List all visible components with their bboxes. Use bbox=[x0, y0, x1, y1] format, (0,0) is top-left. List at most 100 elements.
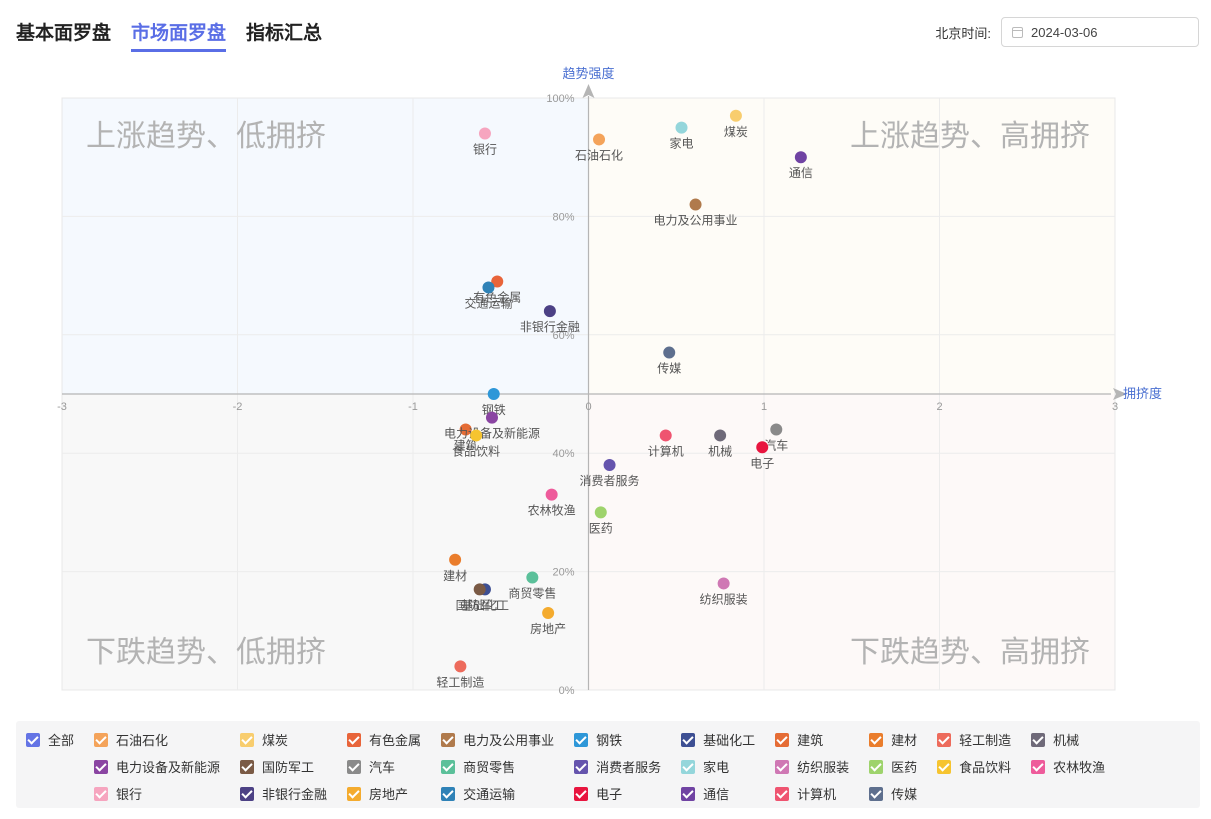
data-point bbox=[485, 411, 498, 424]
legend-item-label: 消费者服务 bbox=[596, 760, 662, 775]
legend-item-label: 食品饮料 bbox=[959, 760, 1012, 775]
checkbox-checked-icon bbox=[94, 732, 109, 747]
legend-item[interactable]: 消费者服务 bbox=[574, 753, 661, 780]
data-point bbox=[543, 305, 556, 318]
data-point-label: 食品饮料 bbox=[452, 443, 500, 458]
data-point bbox=[729, 109, 742, 122]
legend-item-label: 汽车 bbox=[369, 760, 396, 775]
checkbox-checked-icon bbox=[347, 759, 362, 774]
legend-item[interactable]: 传媒 bbox=[869, 780, 917, 807]
data-point-label: 电子 bbox=[750, 456, 774, 470]
legend-item[interactable]: 国防军工 bbox=[240, 753, 327, 780]
compass-tabs: 基本面罗盘 市场面罗盘 指标汇总 bbox=[16, 18, 322, 52]
data-point bbox=[473, 583, 486, 596]
legend-item-label: 家电 bbox=[703, 760, 730, 775]
checkbox-checked-icon bbox=[681, 786, 696, 801]
legend-item-label: 建材 bbox=[891, 733, 918, 748]
data-point-label: 医药 bbox=[589, 521, 613, 535]
date-input[interactable]: 2024-03-06 bbox=[1001, 17, 1199, 47]
legend-item-label: 计算机 bbox=[797, 787, 837, 802]
quadrant-label-bottom-right: 下跌趋势、高拥挤 bbox=[850, 636, 1090, 669]
legend-item[interactable]: 煤炭 bbox=[240, 726, 327, 753]
data-point-label: 农林牧渔 bbox=[528, 504, 576, 518]
legend-item-label: 电子 bbox=[596, 787, 623, 802]
x-axis-arrow bbox=[1113, 388, 1127, 400]
legend-item[interactable]: 家电 bbox=[681, 753, 755, 780]
legend-item[interactable]: 电力及公用事业 bbox=[441, 726, 554, 753]
legend-item[interactable]: 有色金属 bbox=[347, 726, 421, 753]
legend-item-label: 纺织服装 bbox=[797, 760, 850, 775]
quadrant-label-bottom-left: 下跌趋势、低拥挤 bbox=[86, 636, 326, 669]
data-point-label: 基础化工 bbox=[461, 598, 509, 612]
legend-item[interactable]: 轻工制造 bbox=[937, 726, 1011, 753]
legend-item[interactable]: 电力设备及新能源 bbox=[94, 753, 220, 780]
legend-item[interactable]: 汽车 bbox=[347, 753, 421, 780]
calendar-icon bbox=[1012, 26, 1023, 38]
checkbox-checked-icon bbox=[937, 759, 952, 774]
legend-item[interactable]: 纺织服装 bbox=[775, 753, 849, 780]
legend-item[interactable]: 建筑 bbox=[775, 726, 849, 753]
data-point-label: 家电 bbox=[670, 136, 694, 151]
legend-item[interactable]: 商贸零售 bbox=[441, 753, 554, 780]
y-axis-arrow bbox=[582, 84, 595, 98]
legend-item-label: 非银行金融 bbox=[262, 787, 328, 802]
checkbox-checked-icon bbox=[775, 732, 790, 747]
legend-item[interactable]: 计算机 bbox=[775, 780, 849, 807]
legend-item[interactable]: 银行 bbox=[94, 780, 220, 807]
data-point-label: 商贸零售 bbox=[508, 586, 556, 601]
legend-item[interactable]: 医药 bbox=[869, 753, 917, 780]
legend-item-all[interactable]: 全部 bbox=[26, 726, 74, 753]
quadrant-bottom-right bbox=[588, 394, 1115, 690]
y-axis-title: 趋势强度 bbox=[562, 66, 614, 81]
y-tick-label: 80% bbox=[552, 211, 574, 223]
checkbox-checked-icon bbox=[240, 732, 255, 747]
tab-fundamental-compass[interactable]: 基本面罗盘 bbox=[16, 23, 112, 44]
data-point-label: 有色金属 bbox=[473, 290, 521, 305]
data-point-label: 机械 bbox=[708, 443, 732, 458]
legend-item[interactable]: 农林牧渔 bbox=[1031, 753, 1105, 780]
checkbox-checked-icon bbox=[574, 786, 589, 801]
legend-item-label: 商贸零售 bbox=[463, 760, 516, 775]
legend-item-label: 建筑 bbox=[797, 733, 824, 748]
legend-item-label: 基础化工 bbox=[703, 733, 756, 748]
checkbox-checked-icon bbox=[94, 786, 109, 801]
tab-indicator-summary[interactable]: 指标汇总 bbox=[246, 23, 323, 44]
legend-item[interactable]: 交通运输 bbox=[441, 780, 554, 807]
checkbox-checked-icon bbox=[1031, 732, 1046, 747]
checkbox-checked-icon bbox=[240, 759, 255, 774]
data-point-label: 计算机 bbox=[648, 443, 684, 458]
data-point-label: 电力设备及新能源 bbox=[444, 426, 540, 441]
checkbox-checked-icon bbox=[347, 732, 362, 747]
legend-item[interactable]: 机械 bbox=[1031, 726, 1105, 753]
legend-item-label: 轻工制造 bbox=[959, 733, 1012, 748]
legend-item[interactable]: 食品饮料 bbox=[937, 753, 1011, 780]
data-point-label: 轻工制造 bbox=[436, 675, 484, 689]
y-tick-label: 100% bbox=[546, 93, 574, 105]
legend-item-label: 全部 bbox=[48, 733, 75, 748]
legend-item[interactable]: 基础化工 bbox=[681, 726, 755, 753]
data-point bbox=[487, 388, 500, 400]
legend-item[interactable]: 房地产 bbox=[347, 780, 421, 807]
date-value: 2024-03-06 bbox=[1031, 24, 1098, 40]
quadrant-label-top-right: 上涨趋势、高拥挤 bbox=[850, 120, 1090, 153]
data-point bbox=[454, 660, 467, 673]
x-tick-label: 1 bbox=[761, 401, 767, 413]
legend-item[interactable]: 建材 bbox=[869, 726, 917, 753]
legend-item[interactable]: 电子 bbox=[574, 780, 661, 807]
legend-item-label: 国防军工 bbox=[262, 760, 315, 775]
data-point-label: 银行 bbox=[473, 143, 497, 157]
legend-item[interactable]: 非银行金融 bbox=[240, 780, 327, 807]
legend-item[interactable]: 通信 bbox=[681, 780, 755, 807]
tab-market-compass[interactable]: 市场面罗盘 bbox=[131, 18, 227, 52]
data-point bbox=[689, 198, 702, 211]
data-point bbox=[603, 459, 616, 472]
data-point-label: 通信 bbox=[789, 166, 813, 180]
data-point bbox=[545, 488, 558, 501]
legend-item[interactable]: 石油石化 bbox=[94, 726, 220, 753]
data-point-label: 建筑 bbox=[454, 438, 478, 453]
legend-item[interactable]: 钢铁 bbox=[574, 726, 661, 753]
data-point-label: 非银行金融 bbox=[520, 319, 580, 334]
checkbox-checked-icon bbox=[937, 732, 952, 747]
legend: 全部 石油石化 煤炭 有色金属 电力及公用事业 钢铁 基础化工 建筑 建材 轻工制造 机械电力设备及… bbox=[16, 721, 1200, 808]
data-point bbox=[794, 151, 807, 164]
